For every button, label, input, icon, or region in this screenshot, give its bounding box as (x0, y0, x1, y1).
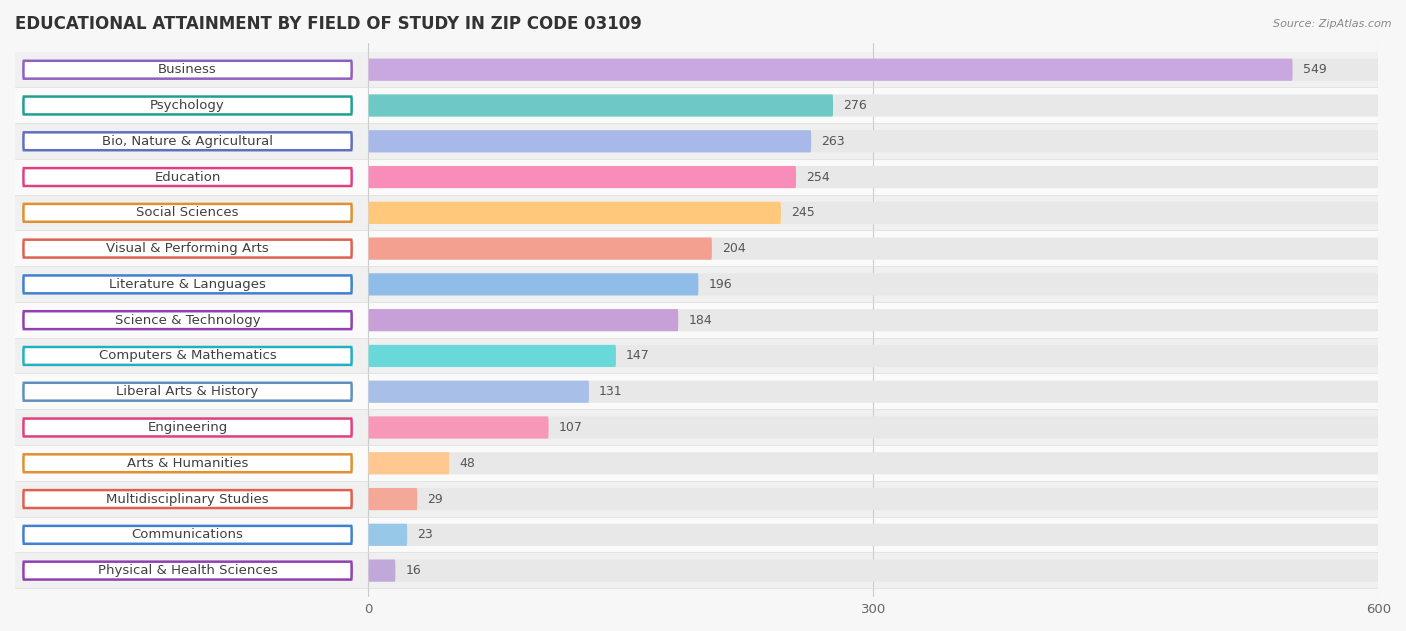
FancyBboxPatch shape (24, 133, 351, 150)
FancyBboxPatch shape (15, 445, 1378, 481)
FancyBboxPatch shape (15, 410, 1378, 445)
FancyBboxPatch shape (368, 202, 780, 224)
Text: Social Sciences: Social Sciences (136, 206, 239, 220)
FancyBboxPatch shape (368, 452, 1378, 475)
FancyBboxPatch shape (368, 488, 418, 510)
FancyBboxPatch shape (368, 59, 1378, 81)
FancyBboxPatch shape (24, 311, 351, 329)
FancyBboxPatch shape (368, 59, 1292, 81)
FancyBboxPatch shape (24, 204, 351, 221)
Text: Psychology: Psychology (150, 99, 225, 112)
FancyBboxPatch shape (24, 526, 351, 544)
FancyBboxPatch shape (24, 276, 351, 293)
FancyBboxPatch shape (368, 273, 699, 295)
FancyBboxPatch shape (368, 237, 711, 260)
FancyBboxPatch shape (15, 196, 1378, 230)
FancyBboxPatch shape (24, 383, 351, 401)
FancyBboxPatch shape (24, 490, 351, 508)
Text: Education: Education (155, 170, 221, 184)
FancyBboxPatch shape (24, 418, 351, 437)
Text: Communications: Communications (132, 528, 243, 541)
Text: 254: 254 (806, 170, 830, 184)
Text: 48: 48 (460, 457, 475, 469)
FancyBboxPatch shape (15, 481, 1378, 517)
FancyBboxPatch shape (368, 416, 1378, 439)
FancyBboxPatch shape (15, 374, 1378, 410)
FancyBboxPatch shape (15, 517, 1378, 552)
FancyBboxPatch shape (24, 240, 351, 257)
FancyBboxPatch shape (24, 562, 351, 579)
FancyBboxPatch shape (368, 380, 589, 403)
FancyBboxPatch shape (368, 95, 1378, 117)
FancyBboxPatch shape (368, 166, 1378, 188)
Text: 29: 29 (427, 493, 443, 505)
Text: 549: 549 (1303, 63, 1326, 76)
FancyBboxPatch shape (24, 168, 351, 186)
FancyBboxPatch shape (368, 95, 834, 117)
FancyBboxPatch shape (368, 309, 678, 331)
Text: 23: 23 (418, 528, 433, 541)
Text: Multidisciplinary Studies: Multidisciplinary Studies (107, 493, 269, 505)
FancyBboxPatch shape (368, 524, 1378, 546)
FancyBboxPatch shape (368, 130, 811, 152)
Text: Source: ZipAtlas.com: Source: ZipAtlas.com (1274, 19, 1392, 29)
FancyBboxPatch shape (15, 124, 1378, 159)
Text: EDUCATIONAL ATTAINMENT BY FIELD OF STUDY IN ZIP CODE 03109: EDUCATIONAL ATTAINMENT BY FIELD OF STUDY… (15, 15, 643, 33)
FancyBboxPatch shape (368, 416, 548, 439)
Text: 196: 196 (709, 278, 733, 291)
FancyBboxPatch shape (15, 231, 1378, 266)
FancyBboxPatch shape (368, 202, 1378, 224)
FancyBboxPatch shape (15, 338, 1378, 374)
FancyBboxPatch shape (368, 130, 1378, 152)
FancyBboxPatch shape (368, 273, 1378, 295)
Text: 245: 245 (792, 206, 814, 220)
FancyBboxPatch shape (15, 553, 1378, 588)
Text: 147: 147 (626, 350, 650, 362)
FancyBboxPatch shape (24, 454, 351, 472)
FancyBboxPatch shape (15, 303, 1378, 338)
Text: Arts & Humanities: Arts & Humanities (127, 457, 249, 469)
Text: Science & Technology: Science & Technology (115, 314, 260, 327)
FancyBboxPatch shape (15, 88, 1378, 123)
FancyBboxPatch shape (24, 97, 351, 114)
Text: Visual & Performing Arts: Visual & Performing Arts (107, 242, 269, 255)
FancyBboxPatch shape (15, 160, 1378, 194)
Text: 263: 263 (821, 135, 845, 148)
FancyBboxPatch shape (24, 61, 351, 79)
FancyBboxPatch shape (15, 267, 1378, 302)
FancyBboxPatch shape (15, 52, 1378, 87)
FancyBboxPatch shape (368, 488, 1378, 510)
FancyBboxPatch shape (24, 347, 351, 365)
FancyBboxPatch shape (368, 560, 1378, 582)
Text: 16: 16 (405, 564, 422, 577)
Text: Bio, Nature & Agricultural: Bio, Nature & Agricultural (103, 135, 273, 148)
Text: Literature & Languages: Literature & Languages (110, 278, 266, 291)
Text: 184: 184 (689, 314, 711, 327)
FancyBboxPatch shape (368, 524, 408, 546)
Text: 107: 107 (558, 421, 582, 434)
Text: Physical & Health Sciences: Physical & Health Sciences (97, 564, 277, 577)
Text: Business: Business (157, 63, 217, 76)
Text: Engineering: Engineering (148, 421, 228, 434)
FancyBboxPatch shape (368, 309, 1378, 331)
FancyBboxPatch shape (368, 560, 395, 582)
Text: 204: 204 (721, 242, 745, 255)
Text: 131: 131 (599, 385, 623, 398)
FancyBboxPatch shape (368, 345, 616, 367)
FancyBboxPatch shape (368, 452, 450, 475)
Text: Computers & Mathematics: Computers & Mathematics (98, 350, 277, 362)
Text: 276: 276 (844, 99, 868, 112)
FancyBboxPatch shape (368, 237, 1378, 260)
Text: Liberal Arts & History: Liberal Arts & History (117, 385, 259, 398)
FancyBboxPatch shape (368, 380, 1378, 403)
FancyBboxPatch shape (368, 345, 1378, 367)
FancyBboxPatch shape (368, 166, 796, 188)
